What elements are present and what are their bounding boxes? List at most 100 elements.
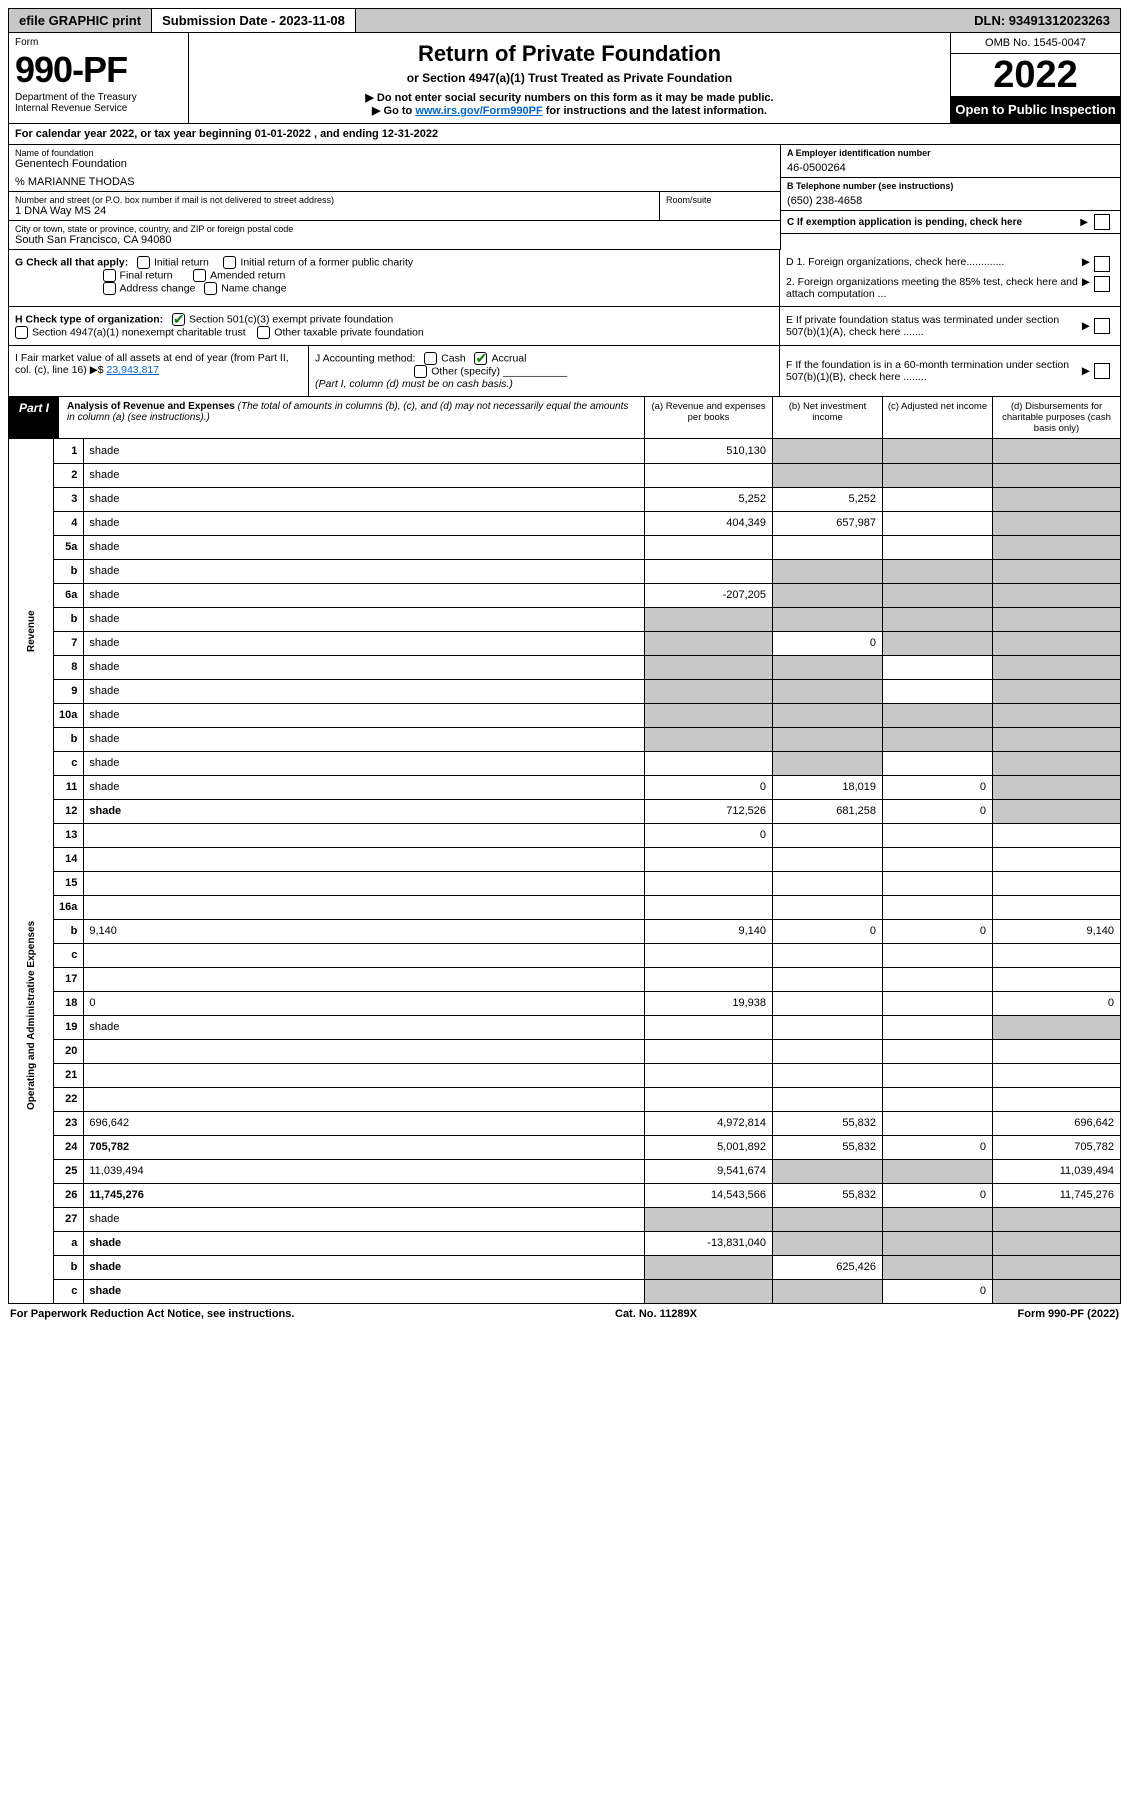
line-desc: shade bbox=[84, 727, 645, 751]
line-desc: shade bbox=[84, 535, 645, 559]
e-checkbox[interactable] bbox=[1094, 318, 1110, 334]
line-number: 2 bbox=[54, 463, 84, 487]
part1-title: Analysis of Revenue and Expenses bbox=[67, 401, 235, 412]
table-row: 2shade bbox=[9, 463, 1121, 487]
line-number: 17 bbox=[54, 967, 84, 991]
calendar-year-line: For calendar year 2022, or tax year begi… bbox=[8, 124, 1121, 145]
line-desc bbox=[84, 1063, 645, 1087]
line-number: c bbox=[54, 751, 84, 775]
cell-value bbox=[645, 1087, 773, 1111]
cell-value bbox=[883, 679, 993, 703]
line-desc bbox=[84, 895, 645, 919]
line-desc: 696,642 bbox=[84, 1111, 645, 1135]
dept-treasury: Department of the Treasury bbox=[15, 92, 182, 103]
cell-value bbox=[883, 751, 993, 775]
table-row: 5ashade bbox=[9, 535, 1121, 559]
line-desc bbox=[84, 967, 645, 991]
irs-label: Internal Revenue Service bbox=[15, 103, 182, 114]
line-desc bbox=[84, 1039, 645, 1063]
cell-value bbox=[773, 847, 883, 871]
j-accrual-cb[interactable] bbox=[474, 352, 487, 365]
table-row: 2511,039,4949,541,67411,039,494 bbox=[9, 1159, 1121, 1183]
cell-shaded bbox=[993, 679, 1121, 703]
h-501c3-cb[interactable] bbox=[172, 313, 185, 326]
line-desc bbox=[84, 1087, 645, 1111]
d2-checkbox[interactable] bbox=[1094, 276, 1110, 292]
d1-checkbox[interactable] bbox=[1094, 256, 1110, 272]
cell-shaded bbox=[883, 1255, 993, 1279]
g-name-cb[interactable] bbox=[204, 282, 217, 295]
cell-value: 0 bbox=[883, 775, 993, 799]
cell-value: 0 bbox=[773, 631, 883, 655]
cell-value bbox=[773, 871, 883, 895]
line-desc: shade bbox=[84, 679, 645, 703]
table-row: ashade-13,831,040 bbox=[9, 1231, 1121, 1255]
cell-shaded bbox=[773, 1207, 883, 1231]
cell-value bbox=[993, 1087, 1121, 1111]
cell-shaded bbox=[993, 1255, 1121, 1279]
line-number: 11 bbox=[54, 775, 84, 799]
cell-value bbox=[645, 1039, 773, 1063]
efile-label: efile GRAPHIC print bbox=[9, 9, 152, 32]
j-other-cb[interactable] bbox=[414, 365, 427, 378]
cell-value: 625,426 bbox=[773, 1255, 883, 1279]
table-row: 12shade712,526681,2580 bbox=[9, 799, 1121, 823]
cell-value bbox=[993, 943, 1121, 967]
open-public-badge: Open to Public Inspection bbox=[951, 96, 1120, 123]
cell-shaded bbox=[773, 1279, 883, 1303]
line-number: c bbox=[54, 943, 84, 967]
line-desc: 0 bbox=[84, 991, 645, 1015]
line-number: 8 bbox=[54, 655, 84, 679]
cell-value bbox=[883, 991, 993, 1015]
table-row: 22 bbox=[9, 1087, 1121, 1111]
g-address-cb[interactable] bbox=[103, 282, 116, 295]
cell-shaded bbox=[883, 703, 993, 727]
entity-info: Name of foundation Genentech Foundation … bbox=[8, 145, 1121, 250]
cell-shaded bbox=[773, 1231, 883, 1255]
c-checkbox[interactable] bbox=[1094, 214, 1110, 230]
j-note: (Part I, column (d) must be on cash basi… bbox=[315, 378, 513, 390]
g-amended-cb[interactable] bbox=[193, 269, 206, 282]
cell-shaded bbox=[993, 607, 1121, 631]
table-row: Operating and Administrative Expenses130 bbox=[9, 823, 1121, 847]
line-desc bbox=[84, 823, 645, 847]
line-number: 19 bbox=[54, 1015, 84, 1039]
line-number: 9 bbox=[54, 679, 84, 703]
omb-number: OMB No. 1545-0047 bbox=[951, 33, 1120, 54]
cell-value: 9,541,674 bbox=[645, 1159, 773, 1183]
cell-shaded bbox=[883, 463, 993, 487]
dln: DLN: 93491312023263 bbox=[964, 9, 1120, 32]
cell-value: 0 bbox=[883, 1183, 993, 1207]
cell-value bbox=[883, 511, 993, 535]
line-number: 1 bbox=[54, 439, 84, 463]
table-row: 6ashade-207,205 bbox=[9, 583, 1121, 607]
cell-shaded bbox=[883, 559, 993, 583]
line-desc bbox=[84, 847, 645, 871]
line-desc: shade bbox=[84, 607, 645, 631]
cell-shaded bbox=[773, 1159, 883, 1183]
h-4947-cb[interactable] bbox=[15, 326, 28, 339]
line-desc: shade bbox=[84, 1207, 645, 1231]
j-cash-cb[interactable] bbox=[424, 352, 437, 365]
table-row: 11shade018,0190 bbox=[9, 775, 1121, 799]
line-desc bbox=[84, 943, 645, 967]
cell-value bbox=[645, 463, 773, 487]
line-desc: shade bbox=[84, 1279, 645, 1303]
h-other-cb[interactable] bbox=[257, 326, 270, 339]
cell-value bbox=[645, 847, 773, 871]
tel-label: B Telephone number (see instructions) bbox=[787, 181, 1114, 191]
cell-value bbox=[883, 871, 993, 895]
cell-shaded bbox=[773, 655, 883, 679]
line-number: 25 bbox=[54, 1159, 84, 1183]
care-of: % MARIANNE THODAS bbox=[15, 176, 774, 188]
cell-value: 0 bbox=[993, 991, 1121, 1015]
cell-value: 55,832 bbox=[773, 1111, 883, 1135]
cell-value: 0 bbox=[883, 1279, 993, 1303]
f-checkbox[interactable] bbox=[1094, 363, 1110, 379]
g-initial-return-cb[interactable] bbox=[137, 256, 150, 269]
col-a-hdr: (a) Revenue and expenses per books bbox=[644, 397, 772, 438]
form990pf-link[interactable]: www.irs.gov/Form990PF bbox=[415, 105, 542, 117]
g-final-cb[interactable] bbox=[103, 269, 116, 282]
table-row: 8shade bbox=[9, 655, 1121, 679]
g-initial-former-cb[interactable] bbox=[223, 256, 236, 269]
